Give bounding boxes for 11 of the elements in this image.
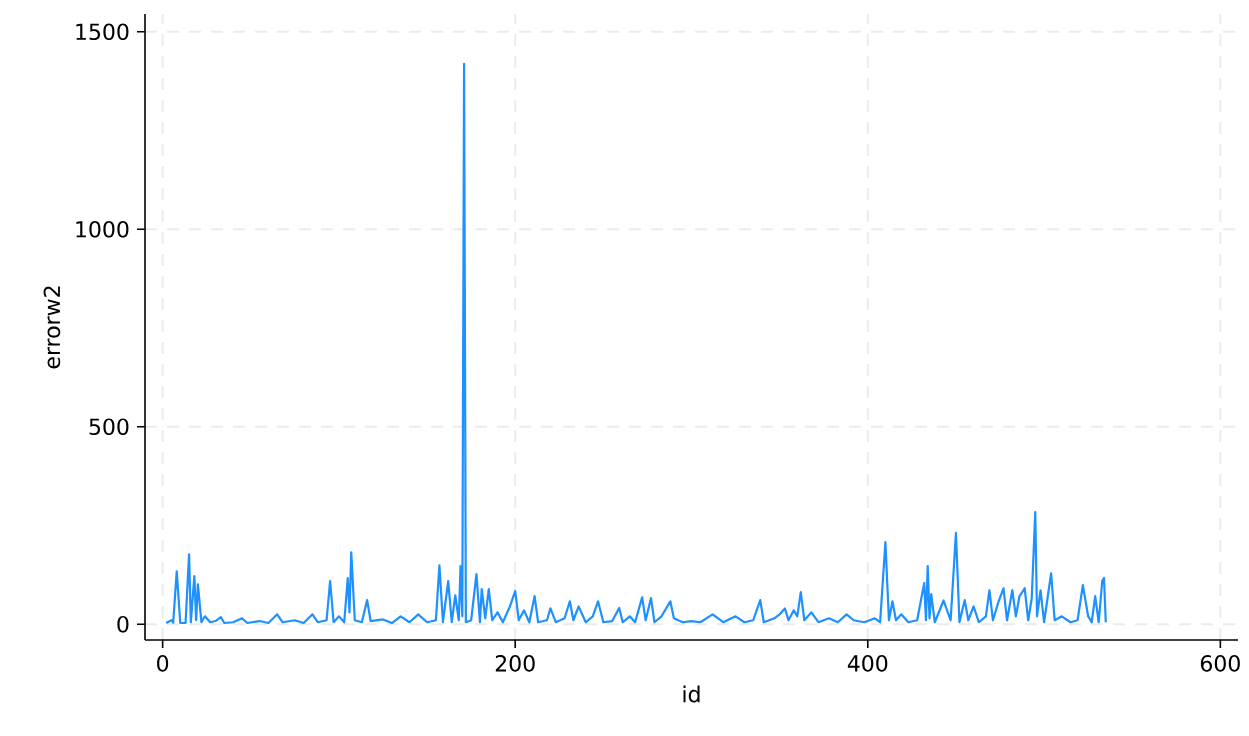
y-tick-label: 0 xyxy=(117,615,129,633)
x-axis-title: id xyxy=(683,685,700,703)
line-series xyxy=(165,62,1107,625)
y-axis-title: errorw2 xyxy=(43,286,61,369)
y-tick-label: 1000 xyxy=(76,220,129,238)
x-tick-label: 400 xyxy=(847,655,888,672)
y-tick-label: 1500 xyxy=(76,23,129,41)
x-tick-label: 600 xyxy=(1200,655,1240,672)
y-tick-label: 500 xyxy=(89,418,129,436)
x-tick-label: 0 xyxy=(157,655,169,672)
x-tick-label: 200 xyxy=(495,655,535,672)
